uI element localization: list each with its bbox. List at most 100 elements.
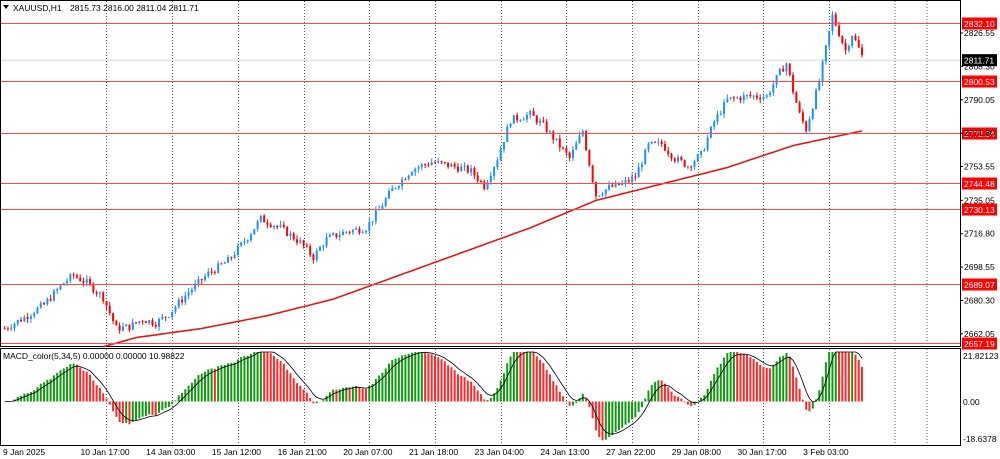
candle-body xyxy=(447,162,450,167)
candle-body xyxy=(79,277,82,282)
candle-body xyxy=(604,189,607,195)
candle-body xyxy=(778,68,781,76)
candle-body xyxy=(207,271,210,277)
candle-body xyxy=(565,148,568,153)
candle-body xyxy=(834,14,837,26)
candle-body xyxy=(148,320,151,324)
level-tag-label: 2657.19 xyxy=(964,339,995,349)
candle-body xyxy=(719,113,722,115)
moving-average xyxy=(102,130,863,348)
candle-body xyxy=(397,186,400,189)
candle-body xyxy=(861,47,864,55)
candle-body xyxy=(788,63,791,76)
candle-body xyxy=(213,271,216,273)
candle-body xyxy=(693,161,696,167)
current-price-tag xyxy=(962,54,997,67)
candle-body xyxy=(16,319,19,324)
candle-body xyxy=(233,254,236,258)
candle-body xyxy=(706,137,709,150)
candle-body xyxy=(683,160,686,167)
candle-body xyxy=(456,166,459,172)
price-tick-label: 2662.05 xyxy=(964,329,995,339)
candle-body xyxy=(775,75,778,85)
candle-body xyxy=(351,229,354,233)
candle-body xyxy=(529,111,532,115)
macd-histogram xyxy=(4,351,864,441)
candle-body xyxy=(450,163,453,167)
candle-body xyxy=(227,257,230,263)
candle-body xyxy=(69,274,72,281)
candle-body xyxy=(230,257,233,259)
candle-body xyxy=(190,289,193,293)
candle-body xyxy=(489,175,492,183)
candle-body xyxy=(690,166,693,168)
candle-body xyxy=(115,320,118,326)
macd-signal-line xyxy=(4,351,863,435)
level-tag xyxy=(962,127,997,140)
candle-body xyxy=(250,234,253,241)
candle-body xyxy=(654,141,657,143)
candle-body xyxy=(601,194,604,196)
candle-body xyxy=(614,182,617,187)
candle-body xyxy=(525,114,528,120)
candle-body xyxy=(713,121,716,127)
price-tick-label: 2808.30 xyxy=(964,61,995,71)
candle-body xyxy=(36,307,39,314)
candle-body xyxy=(460,166,463,172)
candle-body xyxy=(470,168,473,173)
candle-body xyxy=(473,168,476,176)
candle-body xyxy=(558,138,561,148)
collapse-arrow-icon[interactable] xyxy=(3,5,9,9)
candle-body xyxy=(627,179,630,182)
candle-body xyxy=(46,298,49,305)
candle-body xyxy=(391,188,394,192)
candle-body xyxy=(476,175,479,182)
candle-body xyxy=(85,279,88,283)
price-tick-label: 2771.80 xyxy=(964,128,995,138)
time-label: 15 Jan 12:00 xyxy=(212,447,261,457)
candle-body xyxy=(414,168,417,173)
candle-body xyxy=(499,149,502,161)
level-tag xyxy=(962,177,997,190)
candle-body xyxy=(479,181,482,183)
candle-body xyxy=(125,324,128,327)
candle-body xyxy=(43,303,46,305)
candle-body xyxy=(631,176,634,182)
time-label: 23 Jan 04:00 xyxy=(475,447,524,457)
level-tag-label: 2832.10 xyxy=(964,19,995,29)
time-label: 30 Jan 17:00 xyxy=(737,447,786,457)
candle-body xyxy=(647,143,650,150)
price-tick-label: 2826.55 xyxy=(964,28,995,38)
candle-body xyxy=(387,191,390,199)
candle-body xyxy=(453,163,456,167)
candle-body xyxy=(210,271,213,273)
candle-body xyxy=(703,149,706,152)
candle-body xyxy=(246,240,249,242)
candle-body xyxy=(105,301,108,306)
candle-body xyxy=(749,94,752,97)
candle-body xyxy=(59,285,62,290)
candle-body xyxy=(463,165,466,167)
ohlc-values: 2815.73 2816.00 2811.04 2811.71 xyxy=(70,3,199,13)
horizontal-levels[interactable]: 2832.10 2800.53 2772.04 2744.48 2730.13 2689.… xyxy=(1,17,997,350)
candle-body xyxy=(772,84,775,93)
candle-body xyxy=(273,226,276,228)
main-pane-frame xyxy=(0,0,961,347)
candle-body xyxy=(785,63,788,72)
candle-body xyxy=(141,321,144,323)
candle-body xyxy=(660,141,663,144)
candle-body xyxy=(732,97,735,99)
candle-body xyxy=(696,154,699,162)
candle-body xyxy=(197,278,200,284)
candle-body xyxy=(286,226,289,236)
candle-body xyxy=(430,162,433,166)
candle-body xyxy=(502,141,505,150)
candle-body xyxy=(828,30,831,46)
candle-body xyxy=(39,303,42,308)
candle-body xyxy=(594,181,597,197)
candle-body xyxy=(374,210,377,222)
candle-body xyxy=(95,292,98,294)
candle-body xyxy=(798,102,801,113)
